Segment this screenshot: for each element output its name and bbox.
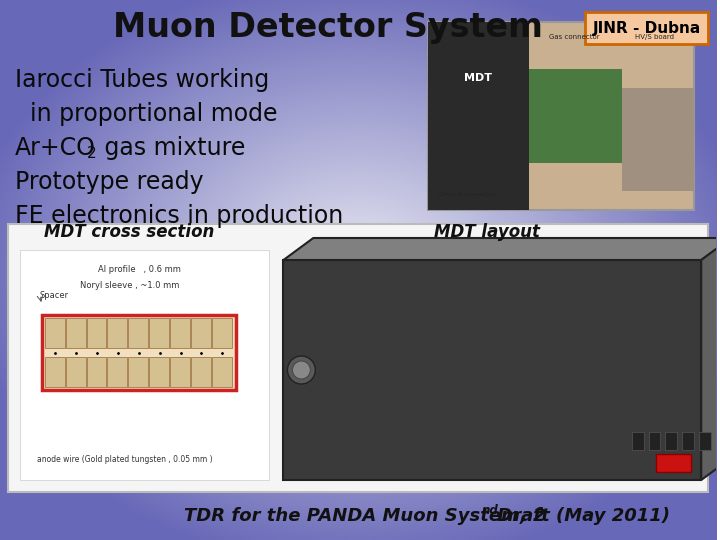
Bar (170, 357, 190, 387)
Bar (683, 432, 694, 450)
Bar (42, 315, 235, 390)
Bar (649, 432, 660, 450)
Bar (191, 357, 211, 387)
Text: anode wire (Gold plated tungsten , 0.05 mm ): anode wire (Gold plated tungsten , 0.05 … (37, 456, 212, 464)
Text: gas mixture: gas mixture (97, 136, 246, 160)
Bar (428, 22, 694, 210)
Text: nd: nd (482, 504, 498, 517)
Text: MDT layout: MDT layout (434, 223, 541, 241)
Bar (428, 22, 529, 210)
Bar (86, 357, 107, 387)
Text: Noryl sleeve , ~1.0 mm: Noryl sleeve , ~1.0 mm (80, 280, 179, 289)
Bar (631, 432, 644, 450)
Bar (128, 357, 148, 387)
Text: MDT: MDT (464, 73, 492, 83)
Bar (20, 250, 269, 480)
Bar (66, 318, 86, 348)
Bar (529, 69, 622, 163)
Text: FE electronics in production: FE electronics in production (15, 204, 343, 228)
Bar (212, 357, 232, 387)
Bar (191, 318, 211, 348)
Bar (657, 454, 691, 472)
Bar (8, 224, 708, 492)
Bar (170, 318, 190, 348)
Bar (716, 432, 720, 450)
Text: Iarocci Tubes working: Iarocci Tubes working (15, 68, 269, 92)
Bar (212, 318, 232, 348)
Bar (149, 318, 169, 348)
Text: HV/S board: HV/S board (635, 34, 674, 40)
Bar (699, 432, 711, 450)
Bar (107, 357, 127, 387)
Text: Prototype ready: Prototype ready (15, 170, 204, 194)
Bar (149, 357, 169, 387)
Bar (665, 432, 678, 450)
Text: Gas connector: Gas connector (549, 34, 600, 40)
Circle shape (287, 356, 315, 384)
Text: Ground connector: Ground connector (439, 192, 496, 198)
Bar (66, 357, 86, 387)
Bar (45, 357, 65, 387)
Text: Draft (May 2011): Draft (May 2011) (491, 507, 670, 525)
FancyBboxPatch shape (585, 12, 708, 44)
Bar (128, 318, 148, 348)
Text: MDT cross section: MDT cross section (44, 223, 215, 241)
Polygon shape (284, 260, 701, 480)
Bar (45, 318, 65, 348)
Text: JINR - Dubna: JINR - Dubna (593, 21, 701, 36)
Bar (86, 318, 107, 348)
Text: TDR for the PANDA Muon System, 2: TDR for the PANDA Muon System, 2 (184, 507, 546, 525)
Bar (622, 88, 694, 191)
Polygon shape (284, 238, 720, 260)
Text: 2: 2 (86, 145, 96, 160)
Circle shape (292, 361, 310, 379)
Polygon shape (701, 238, 720, 480)
Text: Al profile   , 0.6 mm: Al profile , 0.6 mm (98, 266, 181, 274)
Text: in proportional mode: in proportional mode (15, 102, 277, 126)
Bar (107, 318, 127, 348)
Text: Spacer: Spacer (40, 291, 69, 300)
Text: Ar+CO: Ar+CO (15, 136, 96, 160)
Text: Muon Detector System: Muon Detector System (113, 10, 543, 44)
